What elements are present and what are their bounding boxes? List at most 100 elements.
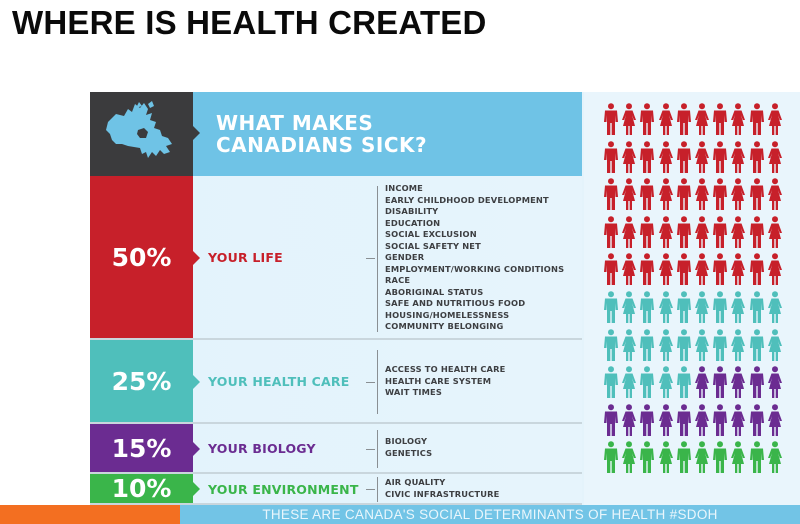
- person-icon: [658, 103, 676, 141]
- person-icon: [694, 216, 712, 254]
- factor-item: ABORIGINAL STATUS: [385, 286, 484, 297]
- person-icon: [658, 216, 676, 254]
- factor-item: ACCESS TO HEALTH CARE: [385, 364, 506, 374]
- person-icon: [767, 404, 785, 442]
- person-icon: [712, 404, 730, 442]
- person-icon: [621, 291, 639, 329]
- person-icon: [639, 366, 657, 404]
- person-icon: [712, 103, 730, 141]
- person-icon: [694, 404, 712, 442]
- bracket-line: [377, 477, 378, 502]
- person-icon: [658, 291, 676, 329]
- person-icon: [621, 178, 639, 216]
- connector: [366, 382, 375, 383]
- page-title: WHERE IS HEALTH CREATED: [12, 4, 487, 41]
- row-arrow: [193, 375, 200, 389]
- factor-item: EDUCATION: [385, 217, 441, 228]
- person-icon: [767, 441, 785, 479]
- factor-item: EMPLOYMENT/WORKING CONDITIONS: [385, 263, 565, 274]
- person-icon: [639, 216, 657, 254]
- person-icon: [621, 140, 639, 179]
- person-icon: [749, 216, 767, 254]
- header-arrow: [193, 126, 200, 140]
- person-icon: [712, 178, 730, 216]
- person-icon: [712, 216, 730, 254]
- factor-list: AIR QUALITY CIVIC INFRASTRUCTURE: [385, 477, 499, 500]
- person-icon: [712, 291, 730, 329]
- person-icon: [603, 291, 621, 329]
- person-icon: [730, 103, 748, 141]
- person-icon: [621, 328, 639, 367]
- footer-accent: [0, 505, 180, 524]
- person-icon: [730, 404, 748, 442]
- factor-item: WAIT TIMES: [385, 387, 442, 397]
- connector: [366, 489, 375, 490]
- person-icon: [621, 404, 639, 442]
- person-icon: [676, 178, 694, 216]
- row-arrow: [193, 251, 200, 265]
- person-icon: [603, 366, 621, 404]
- person-icon: [676, 404, 694, 442]
- person-icon: [676, 291, 694, 329]
- person-icon: [621, 366, 639, 404]
- person-icon: [712, 441, 730, 479]
- person-icon: [694, 441, 712, 479]
- person-icon: [712, 366, 730, 404]
- person-icon: [749, 178, 767, 216]
- person-icon: [749, 291, 767, 329]
- factor-item: HEALTH CARE SYSTEM: [385, 375, 492, 386]
- person-icon: [749, 103, 767, 141]
- person-icon: [603, 178, 621, 216]
- person-icon: [639, 253, 657, 291]
- person-icon: [658, 140, 676, 179]
- factor-list: BIOLOGY GENETICS: [385, 436, 432, 459]
- connector: [366, 258, 375, 259]
- person-icon: [639, 291, 657, 329]
- person-icon: [730, 216, 748, 254]
- percent-box: 10%: [90, 474, 193, 503]
- person-icon: [639, 103, 657, 141]
- factor-item: GENETICS: [385, 447, 433, 458]
- person-icon: [676, 216, 694, 254]
- person-icon: [676, 253, 694, 291]
- bracket-line: [377, 350, 378, 414]
- person-icon: [767, 366, 785, 404]
- person-icon: [658, 178, 676, 216]
- row-your-environment: 10% YOUR ENVIRONMENT AIR QUALITY CIVIC I…: [90, 474, 582, 505]
- header-title-panel: [193, 92, 582, 176]
- person-icon: [730, 291, 748, 329]
- person-icon: [603, 140, 621, 179]
- factor-item: EARLY CHILDHOOD DEVELOPMENT: [385, 194, 549, 205]
- row-label: YOUR ENVIRONMENT: [208, 482, 359, 497]
- person-icon: [676, 441, 694, 479]
- person-icon: [603, 404, 621, 442]
- person-icon: [694, 366, 712, 404]
- infographic: WHAT MAKES CANADIANS SICK? 50% YOUR LIFE…: [90, 92, 800, 524]
- person-icon: [603, 216, 621, 254]
- header-title: WHAT MAKES CANADIANS SICK?: [216, 111, 428, 157]
- person-icon: [603, 253, 621, 291]
- person-icon: [658, 441, 676, 479]
- factor-item: DISABILITY: [385, 206, 439, 216]
- canada-map-icon: [106, 101, 172, 158]
- row-arrow: [193, 442, 200, 456]
- person-icon: [603, 103, 621, 141]
- person-icon: [639, 140, 657, 179]
- person-icon: [712, 328, 730, 367]
- person-icon: [767, 216, 785, 254]
- person-icon: [639, 328, 657, 367]
- factor-item: RACE: [385, 275, 411, 285]
- person-icon: [658, 366, 676, 404]
- factor-list: INCOME EARLY CHILDHOOD DEVELOPMENT DISAB…: [385, 183, 564, 333]
- person-icon: [730, 366, 748, 404]
- factor-item: BIOLOGY: [385, 436, 428, 446]
- row-your-biology: 15% YOUR BIOLOGY BIOLOGY GENETICS: [90, 424, 582, 474]
- person-icon: [749, 441, 767, 479]
- person-icon: [749, 253, 767, 291]
- person-icon: [639, 404, 657, 442]
- person-icon: [694, 328, 712, 367]
- person-icon: [749, 366, 767, 404]
- person-icon: [767, 178, 785, 216]
- person-icon: [730, 441, 748, 479]
- person-icon: [694, 140, 712, 179]
